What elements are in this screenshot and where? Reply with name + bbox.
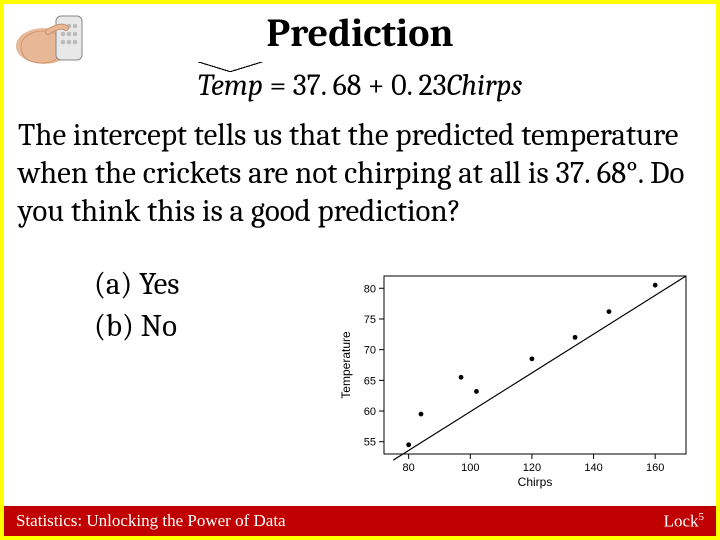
svg-text:100: 100 <box>461 462 479 474</box>
svg-text:160: 160 <box>646 462 664 474</box>
svg-text:140: 140 <box>584 462 602 474</box>
clicker-hand-icon <box>12 10 102 70</box>
question-text: The intercept tells us that the predicte… <box>4 117 716 230</box>
equation-lhs: Temp <box>198 68 263 103</box>
footer-right-text: Lock5 <box>664 511 704 532</box>
scatter-chart: 80 100 120 140 160 55 60 65 70 75 80 Chirps Temperat… <box>336 268 696 492</box>
svg-text:80: 80 <box>403 462 415 474</box>
equation-rhs-const: = 37. 68 + 0. 23 <box>263 68 446 103</box>
regression-equation: Temp = 37. 68 + 0. 23Chirps <box>4 68 716 103</box>
footer-bar: Statistics: Unlocking the Power of Data … <box>4 506 716 536</box>
svg-text:65: 65 <box>364 375 376 387</box>
svg-text:120: 120 <box>523 462 541 474</box>
slide-title: Prediction <box>4 4 716 62</box>
footer-right-base: Lock <box>664 511 699 530</box>
equation-rhs-var: Chirps <box>446 68 522 103</box>
svg-text:80: 80 <box>364 283 376 295</box>
svg-text:Temperature: Temperature <box>339 331 353 399</box>
svg-text:60: 60 <box>364 406 376 418</box>
footer-right-sup: 5 <box>699 511 705 523</box>
footer-left-text: Statistics: Unlocking the Power of Data <box>16 511 286 531</box>
svg-text:55: 55 <box>364 437 376 449</box>
svg-text:75: 75 <box>364 314 376 326</box>
svg-text:Chirps: Chirps <box>518 475 553 489</box>
svg-text:70: 70 <box>364 345 376 357</box>
